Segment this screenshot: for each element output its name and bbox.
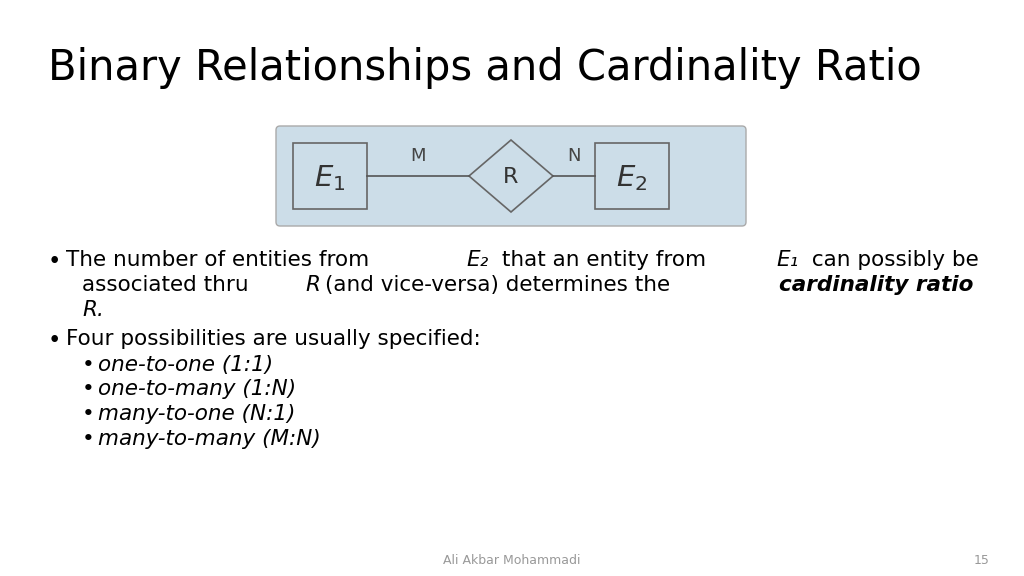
Text: Ali Akbar Mohammadi: Ali Akbar Mohammadi <box>443 555 581 567</box>
Text: •: • <box>82 355 95 374</box>
Text: •: • <box>82 380 95 399</box>
Text: R: R <box>504 167 519 187</box>
Text: Binary Relationships and Cardinality Ratio: Binary Relationships and Cardinality Rat… <box>48 47 922 89</box>
Text: one-to-many (1:N): one-to-many (1:N) <box>98 380 296 399</box>
Text: one-to-one (1:1): one-to-one (1:1) <box>98 355 273 374</box>
Text: E₁: E₁ <box>776 250 799 270</box>
Text: $E_1$: $E_1$ <box>314 163 346 193</box>
Text: Four possibilities are usually specified:: Four possibilities are usually specified… <box>66 329 480 349</box>
Text: N: N <box>567 147 581 165</box>
Text: associated thru: associated thru <box>82 275 256 295</box>
Text: •: • <box>48 250 61 273</box>
Text: many-to-many (M:N): many-to-many (M:N) <box>98 429 321 449</box>
Text: E₂: E₂ <box>466 250 488 270</box>
Text: (and vice-versa) determines the: (and vice-versa) determines the <box>326 275 677 295</box>
Text: many-to-one (N:1): many-to-one (N:1) <box>98 404 295 425</box>
Text: •: • <box>48 329 61 352</box>
FancyBboxPatch shape <box>293 143 367 209</box>
Text: can possibly be: can possibly be <box>805 250 979 270</box>
Text: cardinality ratio: cardinality ratio <box>779 275 974 295</box>
Text: •: • <box>82 404 95 425</box>
Text: R: R <box>306 275 321 295</box>
Text: 15: 15 <box>974 555 990 567</box>
Text: R.: R. <box>82 300 103 320</box>
Text: that an entity from: that an entity from <box>495 250 713 270</box>
Text: The number of entities from: The number of entities from <box>66 250 376 270</box>
FancyBboxPatch shape <box>276 126 746 226</box>
FancyBboxPatch shape <box>595 143 669 209</box>
Polygon shape <box>469 140 553 212</box>
Text: $E_2$: $E_2$ <box>616 163 647 193</box>
Text: •: • <box>82 429 95 449</box>
Text: M: M <box>411 147 426 165</box>
